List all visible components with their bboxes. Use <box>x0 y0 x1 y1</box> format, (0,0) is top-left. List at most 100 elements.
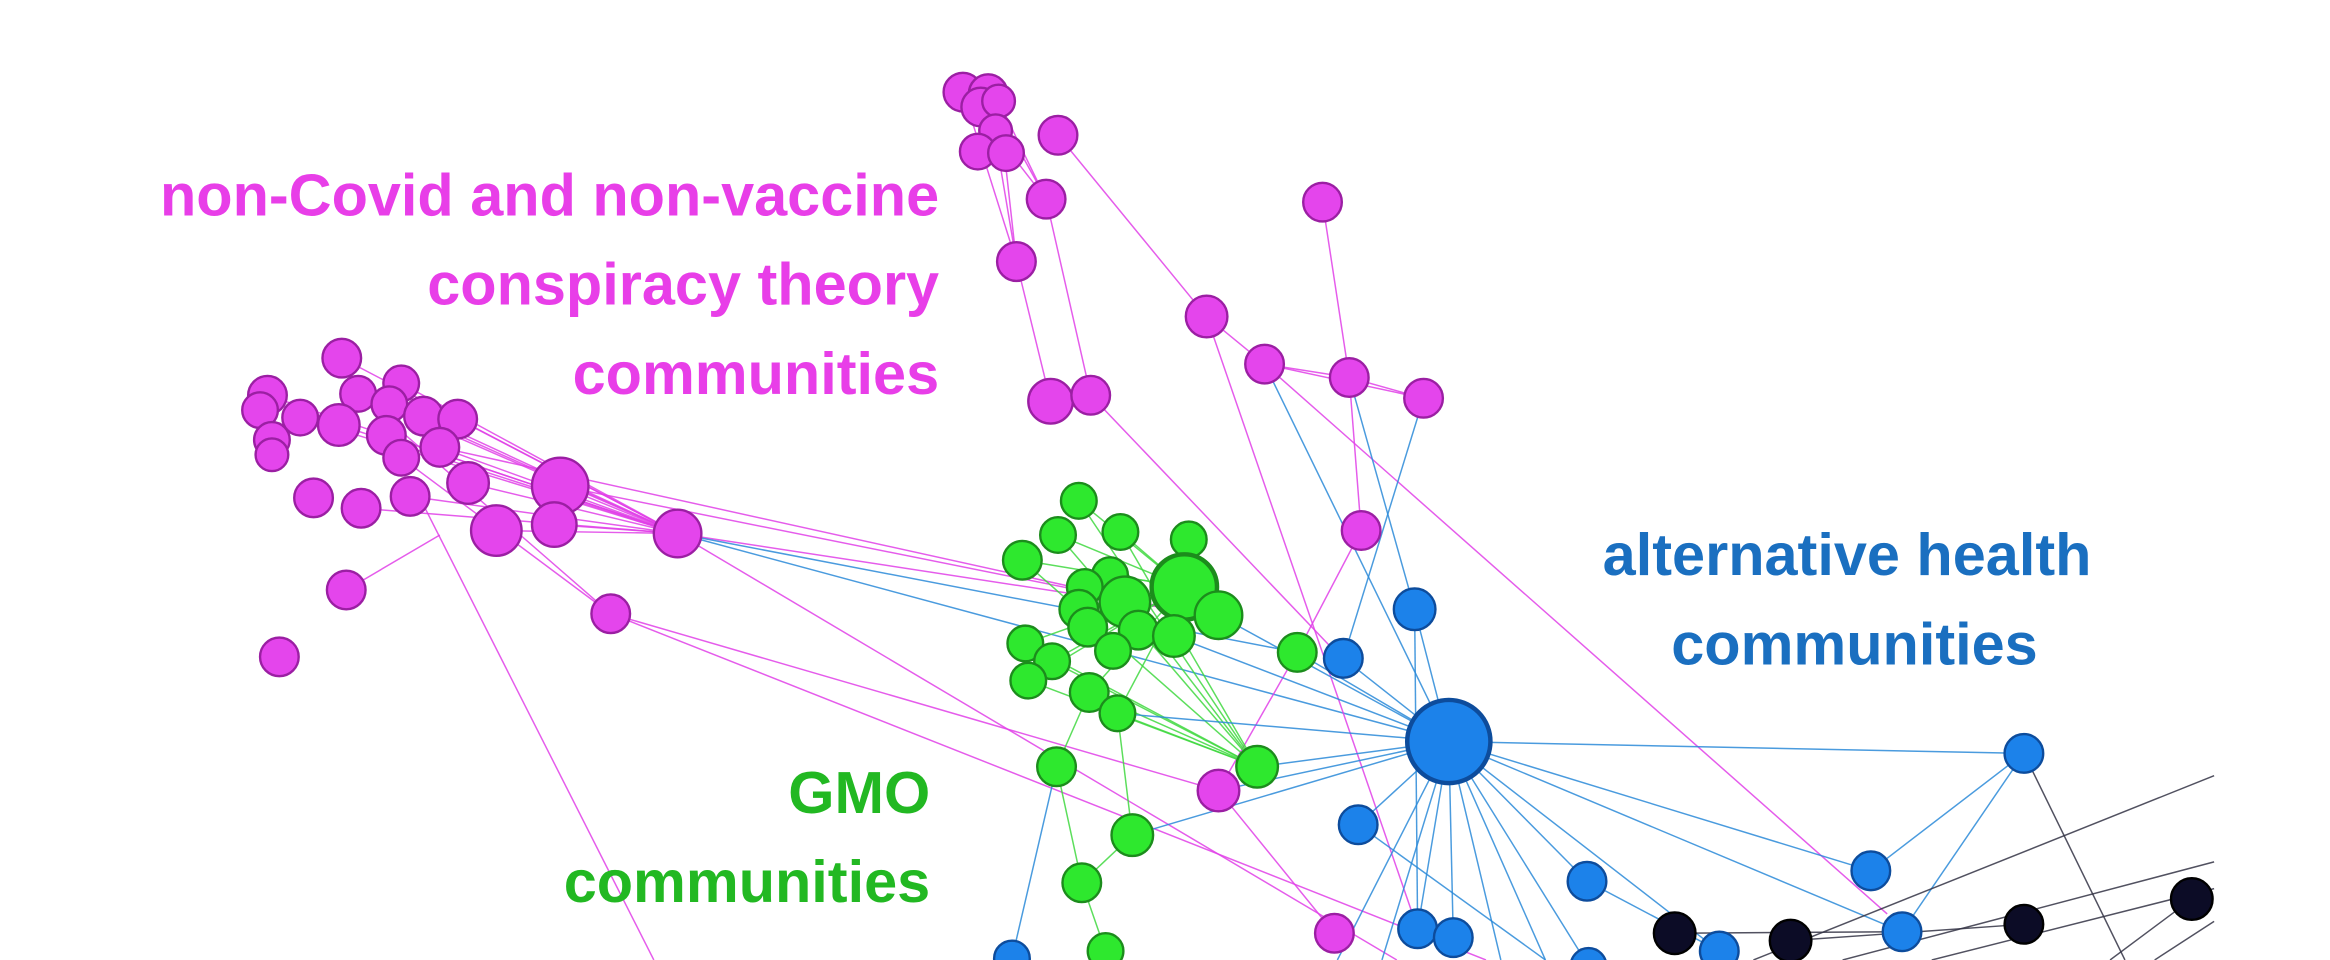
node <box>1244 343 1286 385</box>
labels: non-Covid and non-vaccine conspiracy the… <box>160 161 2091 915</box>
edge <box>677 532 1398 960</box>
node <box>1322 637 1364 679</box>
edge <box>2154 920 2215 960</box>
edge <box>1021 559 1258 768</box>
edge <box>1448 740 2024 755</box>
node <box>419 426 461 468</box>
edge <box>1090 394 1338 655</box>
node <box>995 241 1037 283</box>
edge <box>1263 363 1450 742</box>
node <box>1027 377 1075 425</box>
node <box>1151 614 1196 659</box>
node <box>1006 624 1045 663</box>
community-label: communities <box>573 340 940 407</box>
edge <box>1205 316 1419 930</box>
node <box>258 636 300 678</box>
node <box>281 398 320 437</box>
node <box>1652 911 1697 956</box>
edge <box>1448 741 1586 960</box>
node <box>469 504 523 557</box>
node <box>321 337 363 379</box>
edge <box>610 613 1487 960</box>
edge <box>1586 880 1720 952</box>
edge <box>677 532 1450 743</box>
node <box>1397 908 1439 950</box>
node <box>2169 877 2214 922</box>
node <box>1235 744 1280 789</box>
edge <box>1901 752 2025 933</box>
edge <box>496 529 678 535</box>
node <box>1067 606 1109 648</box>
edge <box>1045 198 1092 396</box>
node <box>1098 694 1137 733</box>
edge <box>1264 363 1888 915</box>
node <box>1038 515 1078 555</box>
node <box>1276 631 1318 673</box>
edge <box>1870 752 2025 872</box>
node <box>1850 850 1892 892</box>
node <box>1070 374 1112 416</box>
node <box>1009 661 1048 700</box>
edge <box>1357 824 1546 960</box>
node <box>1086 932 1125 960</box>
community-label: communities <box>1671 610 2038 677</box>
node <box>1881 911 1923 953</box>
edge <box>1117 712 1258 768</box>
edge <box>1011 766 1058 959</box>
node <box>1768 918 1813 960</box>
node <box>389 475 431 517</box>
node <box>1001 539 1043 581</box>
node <box>1340 510 1382 552</box>
node <box>986 134 1026 173</box>
node <box>1698 930 1740 960</box>
node <box>1196 768 1241 813</box>
edge <box>1321 202 1350 378</box>
node <box>1302 181 1344 223</box>
node <box>446 460 491 505</box>
node <box>316 403 361 448</box>
edge <box>1173 635 1450 743</box>
node <box>1101 512 1140 552</box>
node <box>1566 860 1608 902</box>
node <box>981 83 1017 119</box>
node <box>1570 946 1607 960</box>
node <box>254 437 290 473</box>
edge <box>2023 753 2126 960</box>
edge <box>1448 740 1872 872</box>
node <box>2003 903 2045 945</box>
node <box>1432 917 1474 959</box>
node <box>340 487 382 529</box>
node <box>530 501 578 549</box>
node <box>652 508 703 559</box>
node <box>1403 377 1445 419</box>
nodes <box>241 71 2214 960</box>
node <box>1328 356 1370 398</box>
edge <box>1015 261 1052 402</box>
node <box>1093 631 1133 670</box>
community-label: alternative health <box>1603 521 2092 588</box>
node <box>1110 813 1155 858</box>
node <box>1313 912 1355 954</box>
node <box>1193 590 1244 641</box>
edge <box>1296 530 1362 653</box>
edge <box>1753 775 2215 960</box>
community-label: non-Covid and non-vaccine <box>160 161 939 228</box>
node <box>1068 671 1110 713</box>
node <box>1037 114 1079 156</box>
edge <box>1342 398 1425 659</box>
node <box>1036 746 1078 788</box>
node <box>1061 862 1103 904</box>
community-label: communities <box>564 848 931 915</box>
node <box>325 569 367 611</box>
node <box>1059 481 1098 520</box>
edge <box>1448 740 1903 933</box>
edge <box>1132 740 1450 836</box>
edge <box>1348 377 1416 610</box>
node <box>293 477 335 519</box>
node <box>1169 520 1208 559</box>
node <box>992 939 1031 960</box>
edge <box>1217 652 1298 791</box>
edge <box>1117 712 1449 743</box>
edge <box>1217 790 1335 934</box>
